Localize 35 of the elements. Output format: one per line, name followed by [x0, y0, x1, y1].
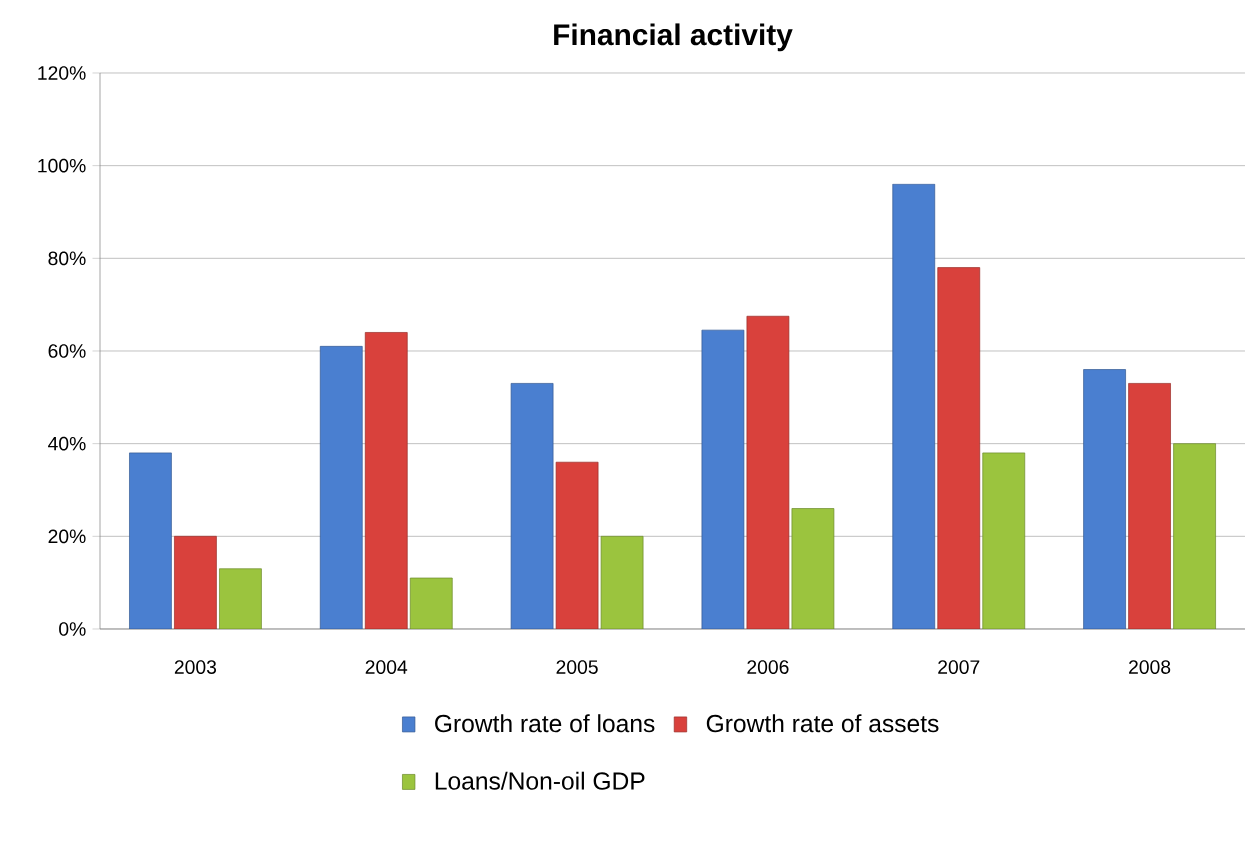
legend-label: Growth rate of assets — [706, 714, 939, 733]
x-tick-label: 2007 — [938, 660, 980, 674]
bar — [409, 577, 453, 629]
legend-label: Growth rate of loans — [435, 714, 655, 733]
bar — [982, 452, 1026, 629]
bar — [892, 183, 936, 629]
bar — [746, 315, 790, 629]
x-tick-label: 2003 — [174, 660, 217, 674]
x-tick-label: 2006 — [747, 660, 789, 674]
x-tick-label: 2008 — [1129, 660, 1171, 674]
bar — [1173, 443, 1216, 629]
y-tick-label: 60% — [48, 344, 86, 358]
bar — [1083, 369, 1126, 629]
y-tick-label: 20% — [48, 529, 86, 544]
y-tick-label: 40% — [48, 436, 86, 451]
y-tick-label: 100% — [38, 158, 86, 173]
bar — [701, 329, 745, 629]
bar — [1128, 383, 1171, 629]
x-tick-label: 2005 — [556, 660, 598, 674]
bar — [364, 332, 408, 629]
legend-label: Loans/Non-oil GDP — [435, 771, 645, 790]
bar — [555, 461, 599, 629]
y-tick-label: 0% — [59, 622, 86, 636]
bar — [791, 508, 835, 629]
bar — [937, 267, 981, 629]
y-tick-label: 80% — [48, 251, 86, 266]
bar — [129, 452, 172, 629]
bar — [510, 383, 554, 629]
bar — [174, 535, 217, 629]
bar — [319, 346, 363, 629]
bar — [600, 535, 644, 629]
y-tick-label: 120% — [38, 66, 86, 80]
chart-title: Financial activity — [554, 23, 793, 52]
x-tick-label: 2004 — [365, 660, 408, 674]
bar — [219, 568, 262, 629]
